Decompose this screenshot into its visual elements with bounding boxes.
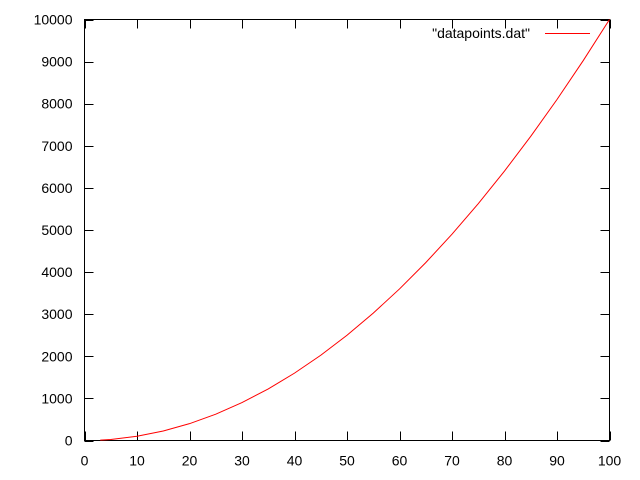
x-tick-label: 20	[182, 453, 198, 469]
x-tick-label: 40	[287, 453, 303, 469]
x-tick-label: 50	[339, 453, 355, 469]
x-tick-label: 60	[392, 453, 408, 469]
series-layer	[100, 19, 610, 441]
y-tick-label: 4000	[41, 264, 72, 280]
y-tick-label: 3000	[41, 306, 72, 322]
x-tick-label: 70	[444, 453, 460, 469]
y-tick-label: 10000	[34, 12, 73, 28]
y-tick-label: 6000	[41, 180, 72, 196]
y-axis: 0 1000 2000 3000 4000 5000 6000 7000 8000 9000 100…	[34, 12, 610, 449]
y-tick-label: 5000	[41, 222, 72, 238]
series-line	[100, 19, 610, 441]
x-tick-label: 100	[598, 453, 622, 469]
y-tick-label: 1000	[41, 390, 72, 406]
y-tick-label: 7000	[41, 138, 72, 154]
x-tick-label: 0	[81, 453, 89, 469]
x-tick-label: 90	[549, 453, 565, 469]
x-tick-label: 80	[497, 453, 513, 469]
plot-frame	[84, 19, 610, 441]
legend-label: "datapoints.dat"	[432, 25, 530, 41]
legend: "datapoints.dat"	[432, 25, 590, 41]
x-tick-label: 30	[234, 453, 250, 469]
x-axis: 0 10 20 30 40 50 60 70 80 90 100	[81, 19, 622, 469]
y-tick-label: 9000	[41, 54, 72, 70]
y-tick-label: 2000	[41, 348, 72, 364]
y-tick-label: 0	[65, 433, 73, 449]
y-tick-label: 8000	[41, 96, 72, 112]
x-tick-label: 10	[129, 453, 145, 469]
